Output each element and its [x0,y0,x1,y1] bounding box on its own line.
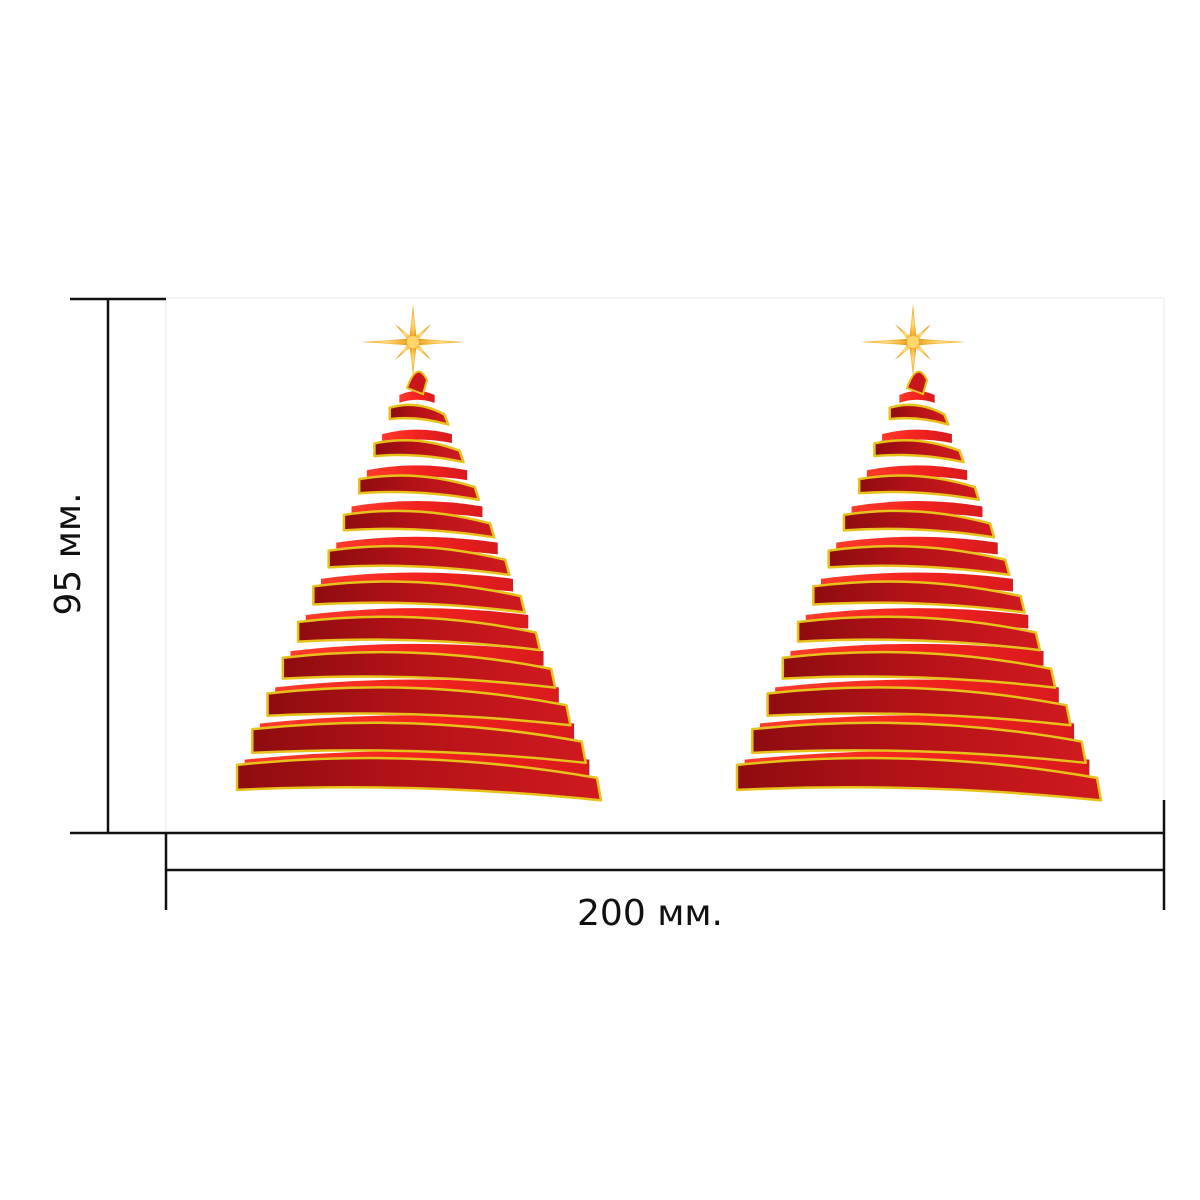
ribbon-band [388,403,450,426]
ribbon-band [888,403,950,426]
ribbon-band [842,509,996,539]
ribbon-inner-band [399,390,435,403]
ribbon-band [827,544,1011,577]
ribbon-band [357,474,481,501]
ribbon-band [781,650,1057,689]
ribbon-band [796,615,1042,652]
ribbon-band [751,721,1087,765]
trees-group [235,304,1103,802]
ribbon-band [327,544,511,577]
ribbon-band [312,580,526,614]
ribbon-tip [405,370,429,396]
ribbon-band [766,686,1072,727]
ribbon-band [266,686,572,727]
ribbon-inner-band [899,390,935,403]
ribbon-band [296,615,542,652]
tree-left [235,304,603,802]
ribbon-band [873,438,965,464]
ribbon-band [235,756,603,802]
ribbon-band [812,580,1026,614]
ribbon-band [281,650,557,689]
ribbon-band [735,756,1103,802]
height-dimension: 95 мм. [48,297,166,835]
ribbon-band [857,474,981,501]
width-label: 200 мм. [577,893,723,934]
tree-right [735,304,1103,802]
ribbon-band [373,438,465,464]
star-icon [861,304,965,376]
ribbon-band [342,509,496,539]
ribbon-band [251,721,587,765]
ribbon-tip [905,370,929,396]
height-label: 95 мм. [48,492,89,615]
star-icon [361,304,465,376]
width-dimension: 200 мм. [164,800,1166,934]
